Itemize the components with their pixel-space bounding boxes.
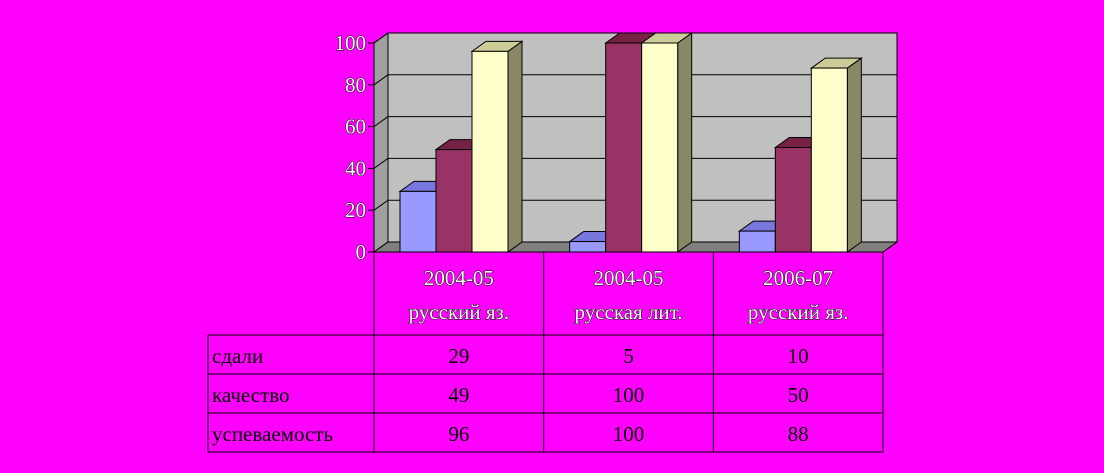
y-axis: 0 20 40 60 80 100	[334, 31, 375, 264]
bar-front	[435, 149, 473, 253]
gridline	[373, 74, 897, 86]
data-label: 5	[623, 344, 634, 368]
bar-front	[569, 241, 607, 253]
data-label: 88	[788, 422, 809, 446]
gridline	[373, 116, 897, 128]
bar-front	[605, 42, 643, 253]
bar-front	[399, 190, 437, 253]
data-label: 10	[788, 344, 809, 368]
side-wall	[373, 32, 389, 253]
data-label: 100	[613, 383, 645, 407]
bar	[809, 57, 863, 253]
bar-side	[507, 40, 523, 253]
y-tick-label: 60	[345, 115, 366, 139]
gridlines	[373, 32, 897, 211]
y-tick-label: 40	[345, 156, 366, 180]
gridline	[373, 157, 897, 169]
gridline	[373, 199, 897, 211]
legend-entry: сдали	[212, 344, 263, 368]
bar-front	[738, 230, 776, 253]
x-tick-label: русская лит.	[574, 300, 682, 324]
data-label: 49	[448, 383, 469, 407]
data-label: 100	[613, 422, 645, 446]
bar	[470, 40, 524, 253]
bar-front	[810, 67, 848, 253]
y-tick-label: 80	[345, 73, 366, 97]
data-table: 2004-05 русский яз. 2004-05 русская лит. 200…	[207, 252, 884, 453]
x-tick-label: русский яз.	[748, 300, 849, 324]
bar-front	[641, 42, 679, 253]
gridline	[373, 32, 897, 44]
y-tick-label: 100	[335, 31, 367, 55]
y-tick-label: 0	[356, 240, 367, 264]
data-label: 50	[788, 383, 809, 407]
bar-side	[677, 32, 693, 253]
x-tick-label: 2004-05	[594, 266, 664, 290]
bar-front	[774, 147, 812, 253]
bar-side	[846, 57, 862, 253]
legend-entry: успеваемость	[212, 422, 333, 446]
bars	[398, 32, 863, 253]
x-tick-label: 2004-05	[424, 266, 494, 290]
data-label: 29	[448, 344, 469, 368]
bar	[640, 32, 694, 253]
data-label: 96	[448, 422, 469, 446]
bar-front	[471, 50, 509, 253]
legend-entry: качество	[212, 383, 290, 407]
x-tick-label: русский яз.	[409, 300, 510, 324]
x-tick-label: 2006-07	[763, 266, 833, 290]
y-tick-label: 20	[345, 198, 366, 222]
